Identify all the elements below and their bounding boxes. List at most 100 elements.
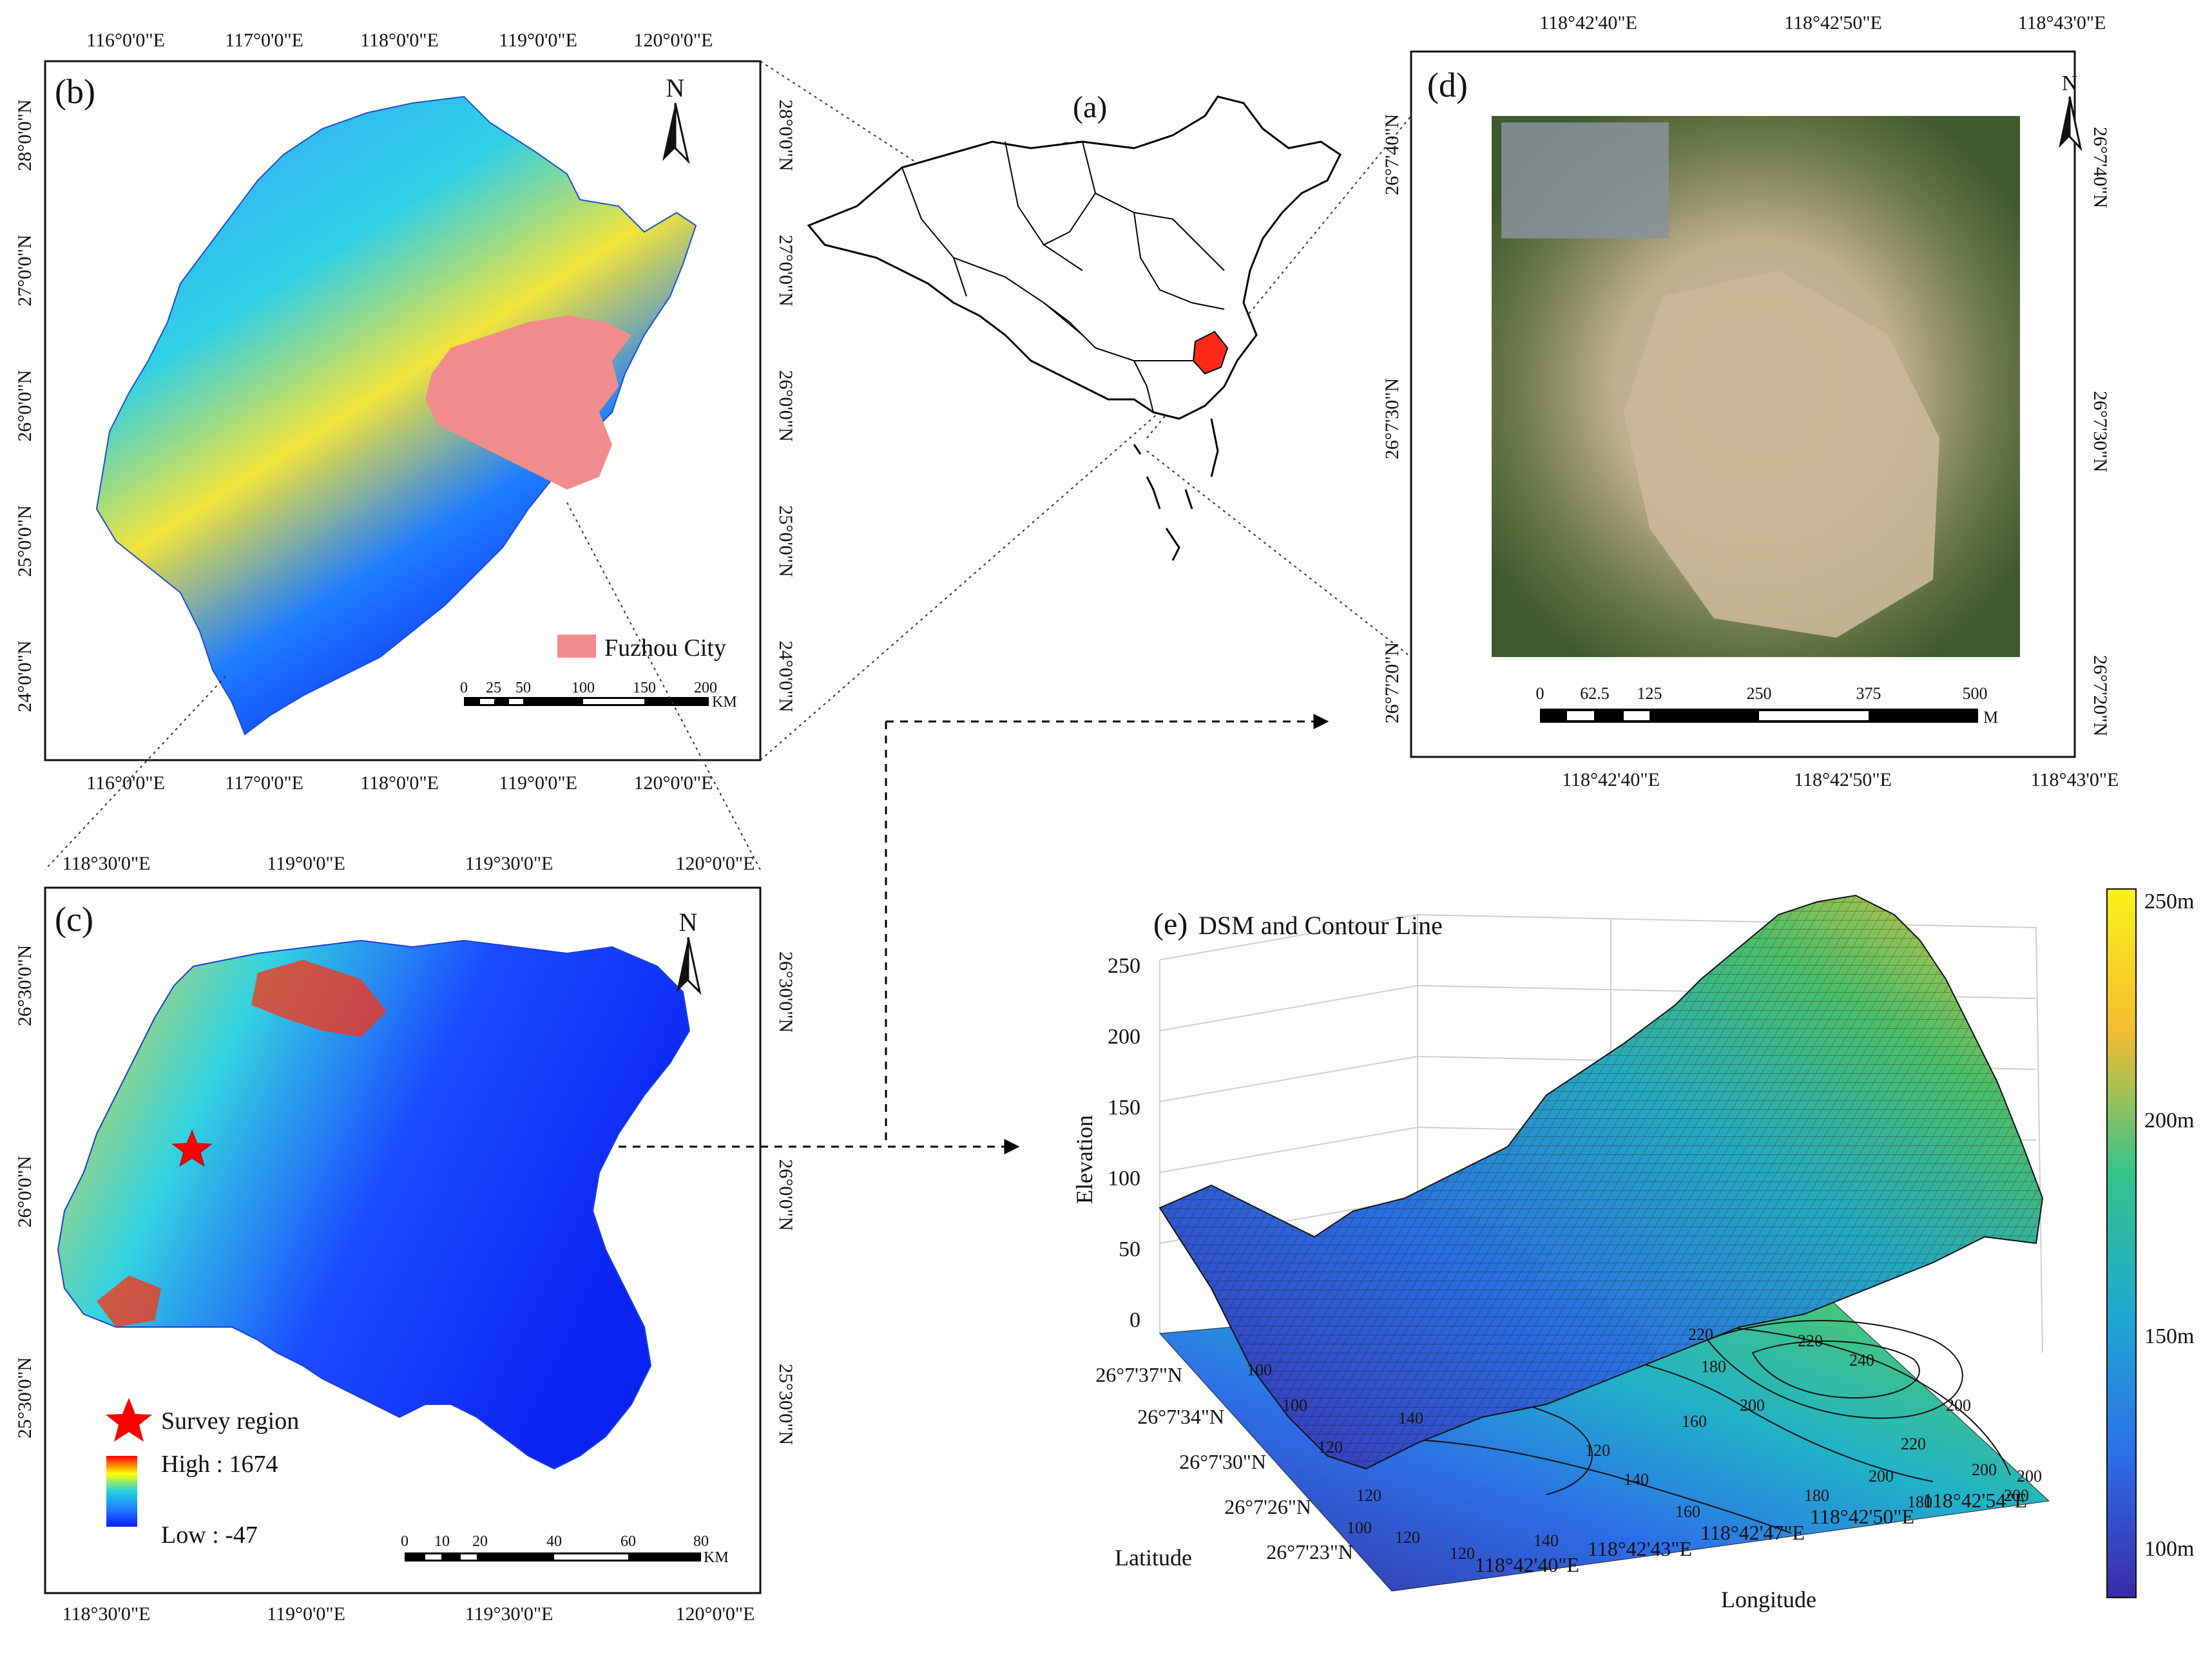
tick-label: 25°0'0"N — [14, 505, 35, 577]
contour-label: 140 — [1534, 1531, 1559, 1550]
scale-label: 62.5 — [1580, 684, 1610, 703]
tick-label: 118°42'40"E — [1475, 1553, 1579, 1576]
tick-label: 26°7'30"N — [1381, 378, 1403, 459]
tick-label: 120°0'0"E — [634, 30, 713, 51]
tick-label: 28°0'0"N — [775, 99, 796, 171]
scale-unit: KM — [712, 694, 737, 711]
scale-labels: 0 62.5 125 250 375 500 M — [1536, 684, 1999, 727]
panel-e-label: (e) — [1153, 907, 1188, 941]
panel-b-left-ticks: 28°0'0"N 27°0'0"N 26°0'0"N 25°0'0"N 24°0… — [14, 99, 35, 712]
tick-label: 118°30'0"E — [63, 853, 151, 874]
tick-label: 100m — [2144, 1537, 2194, 1561]
panel-d-bottom-ticks: 118°42'40"E 118°42'50"E 118°43'0"E — [1562, 769, 2119, 790]
tick-label: 26°7'20"N — [2090, 655, 2111, 736]
contour-label: 120 — [1318, 1438, 1343, 1457]
tick-label: 27°0'0"N — [775, 234, 796, 306]
south-china-sea-islands — [1133, 418, 1219, 561]
tick-label: 119°30'0"E — [465, 853, 553, 874]
tick-label: 120°0'0"E — [634, 772, 713, 794]
legend-label: Fuzhou City — [604, 635, 726, 662]
scale-bar — [405, 1552, 701, 1562]
contour-label: 180 — [1701, 1357, 1726, 1376]
low-label: Low : -47 — [161, 1522, 258, 1549]
tick-label: 26°0'0"N — [14, 1156, 35, 1227]
tick-label: 118°43'0"E — [2031, 769, 2119, 790]
red-highlands — [97, 1275, 161, 1327]
scale-label: 375 — [1856, 684, 1881, 703]
north-label: N — [679, 908, 698, 937]
tick-label: 118°42'40"E — [1562, 769, 1660, 790]
tick-label: 119°30'0"E — [465, 1603, 553, 1625]
north-label: N — [2062, 72, 2078, 95]
survey-star-icon — [171, 1129, 213, 1167]
tick-label: 25°30'0"N — [14, 1357, 35, 1438]
tick-label: 118°42'43"E — [1588, 1537, 1692, 1560]
scale-label: 200 — [694, 680, 717, 696]
tick-label: 118°42'50"E — [1784, 12, 1882, 33]
dsm-mesh — [1160, 895, 2043, 1469]
scale-label: 125 — [1637, 684, 1662, 703]
panel-a-label: (a) — [1073, 90, 1107, 124]
scale-label: 50 — [515, 680, 531, 696]
panel-b-right-ticks: 28°0'0"N 27°0'0"N 26°0'0"N 25°0'0"N 24°0… — [775, 99, 796, 712]
contour-label: 220 — [1688, 1325, 1713, 1344]
tick-label: 26°7'26"N — [1224, 1495, 1311, 1518]
china-outline — [807, 95, 1342, 420]
tick-label: 116°0'0"E — [86, 30, 165, 51]
panel-b-top-ticks: 116°0'0"E 117°0'0"E 118°0'0"E 119°0'0"E … — [86, 30, 713, 51]
scale-label: 20 — [472, 1533, 488, 1550]
contour-label: 200 — [1869, 1467, 1894, 1485]
tick-label: 116°0'0"E — [86, 772, 165, 794]
tick-label: 119°0'0"E — [267, 853, 345, 874]
tick-label: 25°30'0"N — [775, 1364, 796, 1445]
red-highlands — [251, 960, 387, 1037]
scale-bar — [464, 697, 709, 706]
survey-legend-label: Survey region — [161, 1408, 299, 1435]
contour-label: 180 — [1907, 1493, 1932, 1511]
high-label: High : 1674 — [161, 1451, 278, 1478]
panel-c-bottom-ticks: 118°30'0"E 119°0'0"E 119°30'0"E 120°0'0"… — [63, 1603, 755, 1625]
panel-c-top-ticks: 118°30'0"E 119°0'0"E 119°30'0"E 120°0'0"… — [63, 853, 755, 874]
lon-ticks: 118°42'40"E 118°42'43"E 118°42'47"E 118°… — [1475, 1489, 2027, 1576]
z-axis-label: Elevation — [1072, 1115, 1097, 1204]
panel-c-right-ticks: 26°30'0"N 26°0'0"N 25°30'0"N — [775, 951, 796, 1445]
contour-label: 200 — [2017, 1467, 2042, 1485]
tick-label: 26°7'30"N — [2090, 391, 2111, 472]
tick-label: 24°0'0"N — [775, 640, 796, 712]
tick-label: 118°43'0"E — [2018, 12, 2106, 33]
panel-c-frame — [44, 886, 762, 1594]
tick-label: 118°30'0"E — [63, 1603, 151, 1625]
scale-label: 0 — [1536, 684, 1544, 703]
fujian-terrain — [95, 95, 697, 736]
contour-label: 220 — [1798, 1332, 1823, 1350]
panel-d-top-ticks: 118°42'40"E 118°42'50"E 118°43'0"E — [1539, 12, 2106, 33]
tick-label: 120°0'0"E — [676, 853, 755, 874]
panel-d-left-ticks: 26°7'40"N 26°7'30"N 26°7'20"N — [1381, 114, 1403, 723]
tick-label: 118°0'0"E — [360, 30, 439, 51]
scale-bar — [1540, 709, 1978, 723]
tick-label: 200 — [1108, 1025, 1140, 1049]
contour-label: 120 — [1585, 1441, 1610, 1460]
scale-label: 80 — [693, 1533, 709, 1550]
scale-labels: 0 10 20 40 60 80 KM — [401, 1533, 729, 1566]
contour-label: 100 — [1247, 1361, 1272, 1379]
tick-label: 26°7'30"N — [1179, 1450, 1266, 1473]
contour-label: 220 — [1901, 1435, 1926, 1453]
contour-label: 100 — [1282, 1396, 1307, 1415]
tick-label: 117°0'0"E — [225, 30, 303, 51]
tick-label: 26°30'0"N — [14, 945, 35, 1026]
tick-label: 25°0'0"N — [775, 505, 796, 577]
north-arrow-icon: N — [677, 908, 702, 995]
province-boundaries — [901, 141, 1225, 413]
contour-label: 120 — [1450, 1544, 1475, 1563]
contour-label: 240 — [1849, 1351, 1874, 1370]
contour-label: 200 — [2004, 1486, 2029, 1505]
tick-label: 26°7'23"N — [1266, 1540, 1353, 1563]
lat-ticks: 26°7'37"N 26°7'34"N 26°7'30"N 26°7'26"N … — [1095, 1363, 1353, 1563]
tick-label: 250 — [1108, 954, 1140, 978]
tick-label: 27°0'0"N — [14, 234, 35, 306]
contour-label: 120 — [1356, 1486, 1381, 1505]
tick-label: 117°0'0"E — [225, 772, 303, 794]
lon-axis-label: Longitude — [1721, 1587, 1816, 1612]
